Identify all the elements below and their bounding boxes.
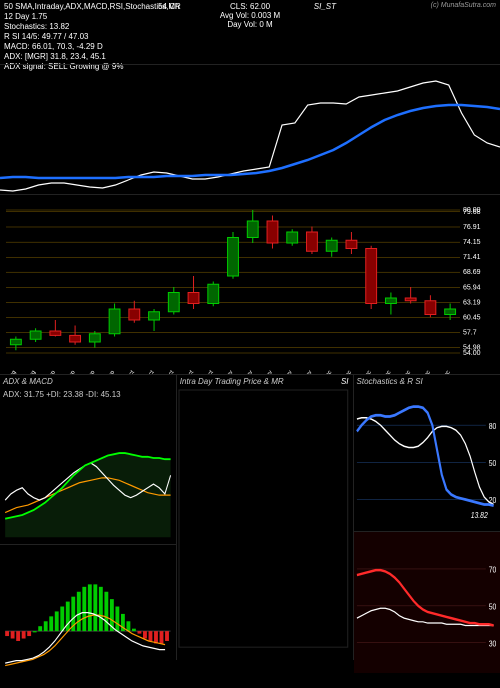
price-ma-panel: [0, 64, 500, 194]
svg-text:74.15: 74.15: [463, 239, 481, 246]
rsi-chart: 30 50 70: [354, 532, 500, 674]
stochastics-chart: 20508013.82: [354, 388, 500, 531]
adx-macd-panel: ADX & MACD ADX: 31.75 +DI: 23.38 -DI: 45…: [0, 375, 176, 660]
rsi-reading: R SI 14/5: 49.77 / 47.03: [4, 32, 496, 42]
adx-macd-values: ADX: 31.75 +DI: 23.38 -DI: 45.13: [0, 388, 176, 401]
adx-reading: ADX: [MGR] 31.8, 23.4, 45.1: [4, 52, 496, 62]
stoch-rsi-title: Stochastics & R SI: [354, 375, 500, 388]
stoch-rsi-panel: Stochastics & R SI 20508013.82 305070: [353, 375, 500, 660]
header-center: CLS: 62.00 Avg Vol: 0.003 M Day Vol: 0 M: [220, 2, 280, 29]
brand: (c) MunafaSutra.com: [431, 2, 496, 9]
indicator-row: ADX & MACD ADX: 31.75 +DI: 23.38 -DI: 45…: [0, 374, 500, 660]
adx-subpanel: [0, 401, 176, 544]
svg-text:79.68: 79.68: [463, 209, 481, 216]
svg-text:76.91: 76.91: [463, 224, 481, 231]
svg-text:80: 80: [488, 421, 496, 431]
indicator-list: 50 SMA,Intraday,ADX,MACD,RSI,Stochastics…: [4, 2, 181, 11]
svg-text:13.82: 13.82: [470, 510, 488, 520]
svg-text:30: 30: [488, 638, 496, 648]
header-right: SI_ST (c) MunafaSutra.com: [431, 2, 496, 9]
svg-text:68.69: 68.69: [463, 269, 481, 276]
macd-chart: [0, 545, 176, 687]
candlestick-chart: 80.0079.6876.9174.1571.4168.6965.9463.19…: [0, 195, 500, 375]
svg-text:63.19: 63.19: [463, 299, 481, 306]
cls-value: CLS: 62.00: [220, 2, 280, 11]
intraday-si-label: SI: [341, 377, 349, 386]
svg-text:54.00: 54.00: [463, 350, 481, 357]
intraday-chart: [177, 388, 353, 656]
adx-macd-title: ADX & MACD: [0, 375, 176, 388]
rsi-subpanel: 30 50 70: [354, 531, 500, 674]
svg-text:71.41: 71.41: [463, 254, 481, 261]
svg-text:50: 50: [488, 458, 496, 468]
avg-vol: Avg Vol: 0.003 M: [220, 11, 280, 20]
day-vol: Day Vol: 0 M: [220, 20, 280, 29]
svg-text:50: 50: [488, 601, 496, 611]
stoch-subpanel: 20508013.82: [354, 388, 500, 531]
label-unknown: 54 Ch: [158, 2, 179, 12]
price-ma-chart: [0, 65, 500, 195]
svg-text:65.94: 65.94: [463, 284, 481, 291]
macd-subpanel: [0, 544, 176, 687]
intraday-panel: Intra Day Trading Price & MR SI: [176, 375, 353, 660]
svg-text:60.45: 60.45: [463, 315, 481, 322]
macd-reading: MACD: 66.01, 70.3, -4.29 D: [4, 42, 496, 52]
intraday-title: Intra Day Trading Price & MR: [177, 375, 353, 388]
svg-text:70: 70: [488, 564, 496, 574]
candlestick-panel: 80.0079.6876.9174.1571.4168.6965.9463.19…: [0, 194, 500, 374]
adx-chart: [0, 401, 176, 544]
si-st: SI_ST: [314, 2, 336, 11]
svg-text:57.7: 57.7: [463, 330, 477, 337]
chart-header: 50 SMA,Intraday,ADX,MACD,RSI,Stochastics…: [0, 0, 500, 64]
